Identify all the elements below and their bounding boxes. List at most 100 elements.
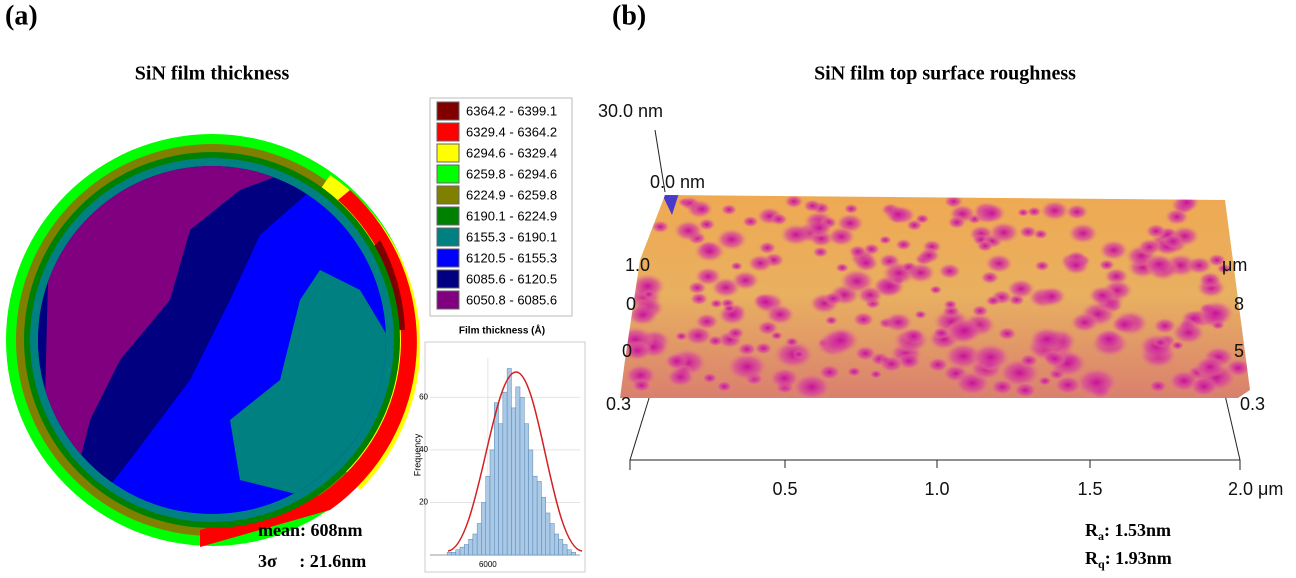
surface-bump [1207, 253, 1227, 267]
surface-bump [627, 303, 659, 326]
surface-bump [970, 342, 1011, 372]
surface-bump [1037, 286, 1067, 307]
histogram-bar [554, 533, 559, 556]
histogram-bar [545, 512, 551, 556]
stat-mean: mean: 608nm [258, 520, 363, 540]
panel-label: (a) [5, 0, 38, 31]
y-label: 8 [1234, 294, 1244, 314]
surface-bump [665, 366, 696, 388]
surface-bump [977, 203, 1007, 224]
surface-bump [883, 312, 913, 333]
y-tick-label: 40 [419, 445, 428, 454]
surface-bump [938, 263, 962, 280]
histogram-bar [464, 544, 469, 556]
y-tick-label: 60 [419, 393, 428, 402]
roughness-ra: Ra: 1.53nm [1085, 520, 1171, 543]
surface-bump [980, 270, 1000, 285]
surface-bump [946, 317, 984, 344]
surface-bump [943, 299, 958, 310]
histogram-bar [524, 423, 529, 556]
surface-bump [1164, 208, 1189, 226]
surface-bump [779, 223, 812, 246]
y-tick-label: 20 [419, 498, 428, 507]
legend-swatch [436, 164, 460, 184]
histogram-bar [549, 523, 555, 556]
surface-bump [642, 289, 656, 299]
surface-bump [803, 199, 822, 213]
surface-bump [784, 336, 799, 347]
surface-bump [1013, 381, 1038, 398]
fit-curve [447, 371, 583, 552]
histogram-bar [485, 475, 491, 556]
histogram-bar [515, 386, 521, 556]
surface-bump [730, 261, 743, 271]
surface-bump [792, 349, 806, 359]
surface-bump [843, 203, 859, 215]
legend-label: 6120.5 - 6155.3 [466, 250, 557, 265]
legend-label: 6050.8 - 6085.6 [466, 292, 557, 307]
surface-bump [932, 326, 951, 340]
surface-bump [1171, 320, 1206, 345]
legend-swatch [436, 143, 460, 163]
y-label: 0 [622, 341, 632, 361]
histogram-bar [468, 538, 474, 556]
histogram-bar [472, 533, 478, 556]
legend-label: 6224.9 - 6259.8 [466, 187, 557, 202]
surface-bump [929, 285, 943, 295]
surface-bump [715, 228, 748, 251]
subscript: a [1098, 529, 1104, 543]
panel-title: SiN film thickness [135, 63, 290, 85]
stat-sigma: 3σ : 21.6nm [258, 551, 366, 571]
surface-bump [754, 342, 773, 355]
surface-bump [947, 215, 967, 229]
histogram-bar [536, 481, 542, 556]
surface-bump [709, 298, 724, 309]
legend-label: 6259.8 - 6294.6 [466, 166, 557, 181]
surface-bump [756, 320, 779, 336]
legend-swatch [436, 122, 460, 142]
surface-bump [1098, 239, 1129, 261]
surface-bump [707, 335, 724, 347]
surface-bump [856, 285, 884, 305]
histogram-bar [571, 552, 576, 556]
surface-bump [731, 270, 760, 291]
surface-bump [1053, 374, 1083, 396]
histogram-bar [455, 549, 461, 556]
surface-bump [1153, 317, 1177, 335]
surface-bump [835, 262, 849, 273]
afm-surface [620, 195, 1250, 398]
surface-bump [701, 372, 718, 384]
afm-axes [629, 129, 1241, 470]
histogram-bar [502, 391, 508, 556]
histogram-bar [481, 502, 486, 556]
surface-bump [722, 304, 736, 314]
histogram-bar [506, 368, 512, 556]
surface-bump [726, 351, 769, 382]
legend-swatch [436, 227, 460, 247]
surface-bump [853, 254, 879, 273]
surface-bump [1042, 350, 1067, 368]
surface-bump [1070, 312, 1100, 333]
surface-bump [742, 215, 759, 228]
y-axis-label: Frequency [412, 433, 422, 476]
surface-bump [1037, 376, 1053, 387]
histogram-bar [519, 397, 525, 556]
y-label: μm [1222, 255, 1247, 275]
surface-bump [1198, 271, 1222, 289]
histogram-bar [562, 544, 568, 556]
surface-bump [990, 378, 1015, 396]
y-label: 0 [626, 294, 636, 314]
legend-title: Film thickness (Å) [459, 324, 545, 337]
legend-label: 6329.4 - 6364.2 [466, 124, 557, 139]
surface-bump [1148, 379, 1168, 393]
surface-bump [821, 326, 860, 354]
surface-bump [1143, 253, 1175, 275]
surface-bump [674, 331, 689, 341]
surface-bump [1186, 256, 1213, 275]
surface-bump [976, 239, 994, 252]
surface-bump [747, 254, 774, 273]
legend-label: 6364.2 - 6399.1 [466, 103, 557, 118]
surface-bump [997, 326, 1017, 341]
legend-swatch [436, 290, 460, 310]
